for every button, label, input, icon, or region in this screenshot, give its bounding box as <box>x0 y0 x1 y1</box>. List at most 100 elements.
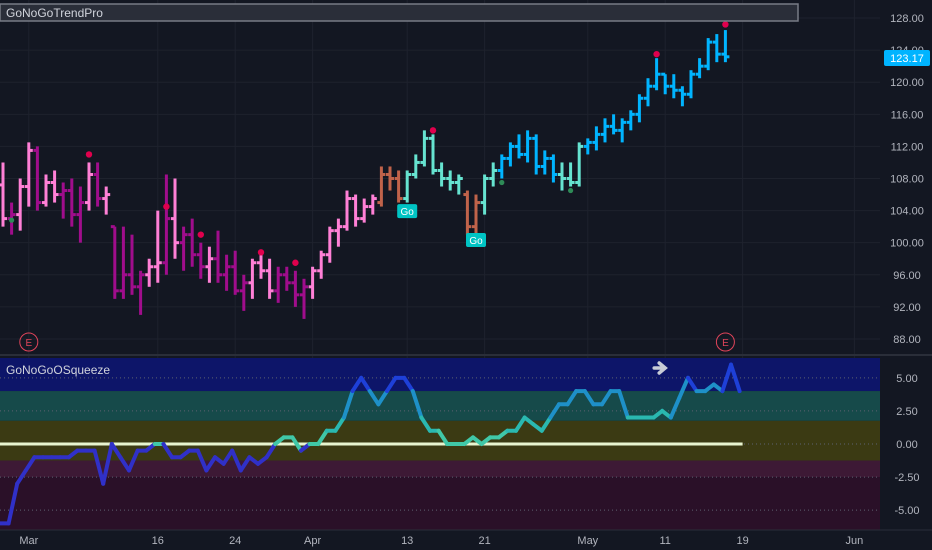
time-tick-label: Jun <box>846 535 864 547</box>
ohlc-bar <box>601 118 609 143</box>
time-tick-label: 24 <box>229 535 241 547</box>
go-dot <box>568 187 574 194</box>
oscillator-segment <box>539 415 553 433</box>
x-axis: Mar 16 24 Apr 13 21 May 11 19 Jun <box>0 529 932 547</box>
ohlc-bar <box>214 230 222 283</box>
ohlc-bar <box>687 70 695 99</box>
oscillator-segment <box>582 389 596 407</box>
last-price-badge <box>884 50 930 66</box>
oscillator-segment <box>15 468 28 486</box>
ohlc-bar <box>644 78 652 107</box>
oscillator-segment <box>195 448 209 473</box>
ohlc-bar <box>695 58 704 79</box>
ohlc-bar <box>93 162 102 207</box>
ohlc-bar <box>411 154 420 179</box>
nogo-dot <box>197 231 204 238</box>
ohlc-bar <box>351 194 360 227</box>
ohlc-bar <box>420 130 429 167</box>
oscillator-segment <box>668 395 682 420</box>
oscillator-segment <box>686 375 699 394</box>
ohlc-bar <box>119 226 128 299</box>
oscillator-segment <box>316 428 329 446</box>
oscillator-segment <box>161 442 174 460</box>
nogo-dot <box>257 249 265 256</box>
price-tick-label: 108.00 <box>890 174 924 186</box>
squeeze-zone <box>0 391 880 421</box>
price-tick-label: 100.00 <box>890 238 924 250</box>
ohlc-bar <box>317 250 326 279</box>
go-signal-label: Go <box>469 236 483 247</box>
ohlc-bar <box>652 58 661 91</box>
oscillator-segment <box>204 455 217 473</box>
ohlc-bar <box>532 134 541 175</box>
oscillator-segment <box>729 362 742 394</box>
price-tick-label: 112.00 <box>891 141 924 153</box>
ohlc-bar <box>59 182 68 219</box>
time-tick-label: 16 <box>152 535 164 547</box>
squeeze-zone <box>0 460 880 478</box>
go-dot <box>499 179 505 186</box>
time-tick-label: Apr <box>304 535 321 547</box>
oscillator-segment <box>238 455 252 473</box>
ohlc-bar <box>0 162 7 227</box>
ohlc-bar <box>85 162 93 211</box>
ohlc-bar <box>549 154 558 183</box>
ohlc-bar <box>454 174 463 195</box>
ohlc-bar <box>67 178 76 227</box>
oscillator-segment <box>410 389 424 420</box>
ohlc-bar <box>265 258 274 299</box>
price-tick-label: 88.00 <box>893 334 921 346</box>
oscillator-segment <box>402 375 415 394</box>
time-tick-label: May <box>577 535 598 547</box>
time-tick-label: 13 <box>401 535 413 547</box>
ohlc-bar <box>506 142 515 167</box>
ohlc-bar <box>334 218 343 247</box>
ohlc-bar <box>480 174 489 215</box>
oscillator-tick-label: -2.50 <box>894 472 919 484</box>
price-tick-label: 128.00 <box>890 13 924 25</box>
ohlc-bar <box>669 74 678 99</box>
ohlc-bar <box>721 30 730 63</box>
oscillator-segment <box>118 455 131 473</box>
oscillator-segment <box>342 389 355 420</box>
lower-indicator-name[interactable]: GoNoGoOSqueeze <box>6 363 110 377</box>
oscillator-segment <box>548 402 561 420</box>
ohlc-bar <box>609 114 618 135</box>
ohlc-bar <box>497 154 506 179</box>
oscillator-segment <box>436 428 450 446</box>
ohlc-bar <box>515 134 523 159</box>
ohlc-bar <box>403 170 412 203</box>
oscillator-segment <box>290 435 303 453</box>
oscillator-segment <box>720 362 733 394</box>
oscillator-segment <box>385 375 398 394</box>
time-tick-label: 21 <box>478 535 490 547</box>
upper-indicator-name[interactable]: GoNoGoTrendPro <box>6 6 103 20</box>
ohlc-bar <box>446 170 455 191</box>
oscillator-segment <box>23 455 37 473</box>
ohlc-bar <box>257 254 265 279</box>
oscillator-segment <box>264 442 278 460</box>
oscillator-segment <box>6 481 20 526</box>
time-tick-label: 19 <box>736 535 748 547</box>
time-tick-label: 11 <box>659 535 670 547</box>
ohlc-bar <box>472 194 480 235</box>
oscillator-tick-label: 2.50 <box>896 406 917 418</box>
oscillator-segment <box>600 389 613 407</box>
ohlc-bar <box>704 38 713 71</box>
ohlc-bar <box>712 34 721 63</box>
earnings-label: E <box>722 338 729 349</box>
ohlc-bar <box>575 142 584 187</box>
go-dot <box>9 217 15 223</box>
ohlc-bar <box>325 226 334 263</box>
oscillator-segment <box>367 389 381 407</box>
ohlc-bar <box>188 218 197 267</box>
squeeze-zone <box>0 477 880 530</box>
ohlc-bar <box>592 126 601 151</box>
price-tick-label: 92.00 <box>893 302 921 314</box>
nogo-dot <box>429 127 437 134</box>
ohlc-bar <box>239 274 248 311</box>
price-tick-label: 96.00 <box>893 270 921 282</box>
squeeze-zone <box>0 420 880 461</box>
ohlc-bar <box>523 130 532 163</box>
squeeze-arrow <box>652 361 668 375</box>
